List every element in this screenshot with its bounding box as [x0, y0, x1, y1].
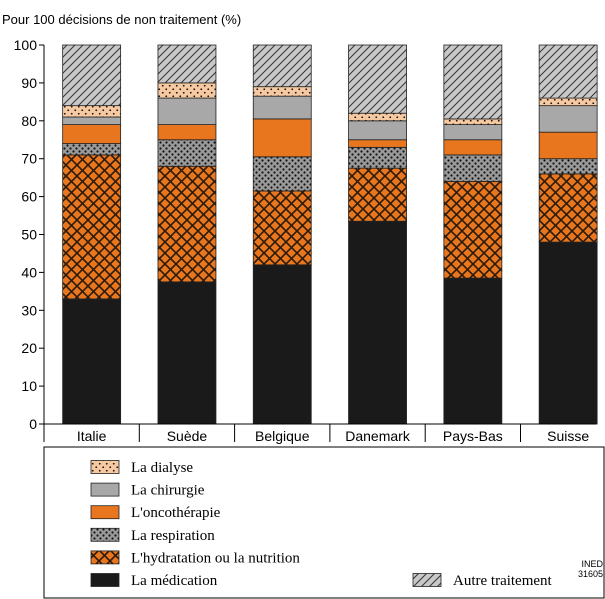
bar-segment-l-hydratation-ou-la-nutrition — [157, 165, 217, 283]
bar-segment-la-chirurgie — [252, 95, 312, 120]
x-tick-label: Pays-Bas — [443, 428, 503, 444]
legend: La dialyse La chirurgie L'oncothérapie La r… — [43, 446, 605, 599]
legend-label-l-hydratation-ou-la-nutrition: L'hydratation ou la nutrition — [131, 550, 300, 566]
bar-segment-l-oncotherapie — [157, 124, 217, 141]
x-tick-label: Italie — [77, 428, 107, 444]
source-line-2: 31605 — [578, 569, 603, 579]
bar-segment-la-medication — [252, 264, 312, 425]
bar-segment-la-dialyse — [443, 118, 503, 125]
legend-swatch-la-chirurgie — [90, 482, 120, 497]
y-tick-label: 20 — [21, 340, 37, 356]
y-axis-label: Pour 100 décisions de non traitement (%) — [2, 12, 241, 27]
bar-segment-l-oncotherapie — [62, 124, 122, 144]
bar-segment-l-oncotherapie — [443, 139, 503, 156]
bar-segment-l-oncotherapie — [348, 139, 407, 148]
y-axis: 0 10 20 30 40 50 60 70 80 90 100 — [14, 37, 45, 432]
y-tick-label: 0 — [29, 416, 37, 432]
legend-swatch-l-hydratation-ou-la-nutrition — [90, 550, 120, 565]
bar-segment-autre-traitement — [62, 44, 122, 107]
bar-segment-la-respiration — [348, 146, 407, 169]
legend-label-l-oncotherapie: L'oncothérapie — [131, 505, 221, 521]
bar-segment-la-respiration — [62, 143, 122, 156]
y-tick-label: 90 — [21, 75, 37, 91]
bar-segment-la-dialyse — [157, 82, 217, 99]
bar-segment-l-oncotherapie — [538, 131, 598, 160]
legend-label-la-dialyse: La dialyse — [131, 460, 193, 476]
y-tick-label: 30 — [21, 302, 37, 318]
y-tick-label: 50 — [21, 227, 37, 243]
y-tick-label: 60 — [21, 189, 37, 205]
bar-segment-la-chirurgie — [157, 97, 217, 125]
legend-swatch-l-oncotherapie — [90, 505, 120, 520]
bar-segment-la-medication — [157, 281, 217, 425]
legend-label-la-medication: La médication — [131, 573, 218, 589]
bar-segment-la-dialyse — [538, 97, 598, 107]
legend-swatch-la-dialyse — [90, 460, 120, 474]
bar-segment-la-respiration — [252, 156, 312, 192]
bar-segment-la-respiration — [157, 139, 217, 167]
bar-segment-la-respiration — [538, 158, 598, 175]
bar-segment-la-medication — [538, 241, 598, 425]
bar-segment-la-chirurgie — [443, 124, 503, 141]
bar-segment-autre-traitement — [157, 44, 217, 84]
bar-segment-la-chirurgie — [62, 116, 122, 125]
bar-segment-l-hydratation-ou-la-nutrition — [538, 173, 598, 243]
source-line-1: INED — [581, 559, 603, 569]
bar-segment-autre-traitement — [538, 44, 598, 99]
legend-swatch-autre-traitement — [412, 573, 442, 587]
bar-segment-la-dialyse — [252, 86, 312, 97]
bar-segment-autre-traitement — [443, 44, 503, 120]
bar-segment-la-chirurgie — [348, 120, 407, 141]
bar-segment-l-hydratation-ou-la-nutrition — [348, 167, 407, 222]
bar-segment-la-medication — [62, 298, 122, 425]
x-tick-label: Suède — [167, 428, 208, 444]
y-tick-label: 10 — [21, 378, 37, 394]
bar-segment-l-hydratation-ou-la-nutrition — [62, 154, 122, 300]
x-tick-label: Suisse — [547, 428, 589, 444]
y-tick-label: 100 — [14, 37, 38, 53]
bar-segment-la-respiration — [443, 154, 503, 182]
bar-segment-autre-traitement — [348, 44, 407, 114]
bar-segment-autre-traitement — [252, 44, 312, 88]
legend-label-la-respiration: La respiration — [131, 528, 215, 544]
legend-swatch-la-medication — [90, 573, 120, 587]
y-tick-label: 80 — [21, 113, 37, 129]
bar-segment-la-dialyse — [348, 112, 407, 122]
bars-group — [62, 44, 598, 425]
legend-swatch-la-respiration — [90, 527, 120, 542]
bar-segment-la-medication — [348, 220, 407, 425]
x-tick-label: Belgique — [255, 428, 310, 444]
x-tick-label: Danemark — [345, 428, 411, 444]
bar-segment-l-hydratation-ou-la-nutrition — [252, 190, 312, 266]
bar-segment-la-chirurgie — [538, 105, 598, 133]
y-tick-label: 70 — [21, 151, 37, 167]
legend-frame — [43, 446, 605, 599]
legend-label-autre-traitement: Autre traitement — [453, 573, 553, 589]
legend-label-la-chirurgie: La chirurgie — [131, 483, 205, 499]
bar-segment-la-medication — [443, 277, 503, 425]
x-axis: Italie Suède Belgique Danemark Pays-Bas Suiss… — [43, 423, 596, 444]
bar-segment-l-hydratation-ou-la-nutrition — [443, 181, 503, 279]
bar-segment-l-oncotherapie — [252, 118, 312, 158]
bar-segment-la-dialyse — [62, 105, 122, 118]
y-tick-label: 40 — [21, 264, 37, 280]
